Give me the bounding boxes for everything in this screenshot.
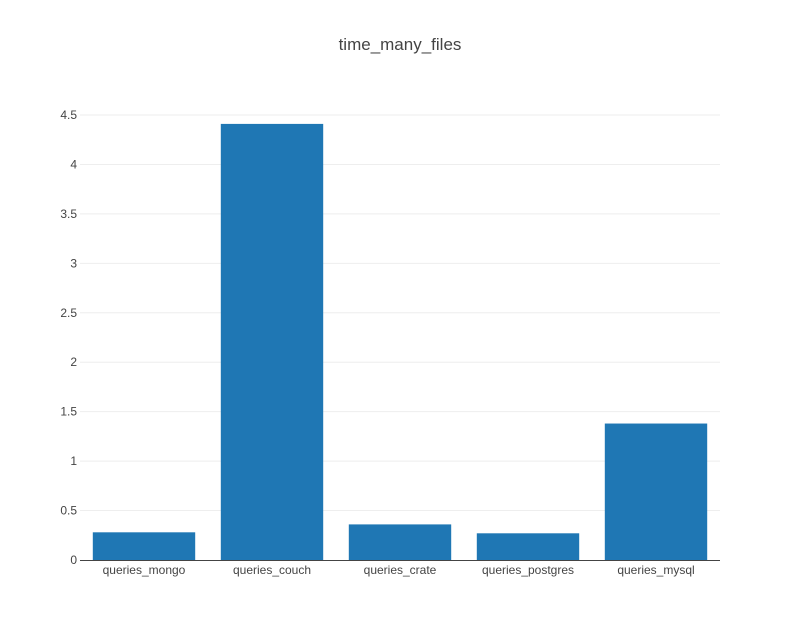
y-tick-label: 2 bbox=[70, 355, 77, 369]
bar-queries_crate bbox=[348, 524, 452, 560]
x-axis-ticks: queries_mongo queries_couch queries_crate q… bbox=[103, 563, 695, 577]
bars bbox=[92, 123, 708, 561]
x-tick-label: queries_mongo bbox=[103, 563, 186, 577]
y-tick-label: 2.5 bbox=[60, 306, 77, 320]
gridlines bbox=[80, 114, 720, 512]
x-tick-label: queries_couch bbox=[233, 563, 311, 577]
y-axis-ticks: 0 0.5 1 1.5 2 2.5 3 3.5 4 4.5 bbox=[60, 108, 77, 567]
y-tick-label: 0.5 bbox=[60, 504, 77, 518]
y-tick-label: 4 bbox=[70, 157, 77, 171]
bar-queries_couch bbox=[220, 123, 324, 561]
y-tick-label: 0 bbox=[70, 553, 77, 567]
bar-queries_mysql bbox=[604, 423, 708, 560]
y-tick-label: 4.5 bbox=[60, 108, 77, 122]
bar-queries_mongo bbox=[92, 532, 196, 560]
y-tick-label: 1.5 bbox=[60, 405, 77, 419]
x-tick-label: queries_mysql bbox=[617, 563, 694, 577]
bar-queries_postgres bbox=[476, 533, 580, 560]
y-tick-label: 3 bbox=[70, 256, 77, 270]
y-tick-label: 1 bbox=[70, 454, 77, 468]
chart-title: time_many_files bbox=[339, 35, 462, 54]
x-tick-label: queries_postgres bbox=[482, 563, 574, 577]
y-tick-label: 3.5 bbox=[60, 207, 77, 221]
x-tick-label: queries_crate bbox=[364, 563, 437, 577]
